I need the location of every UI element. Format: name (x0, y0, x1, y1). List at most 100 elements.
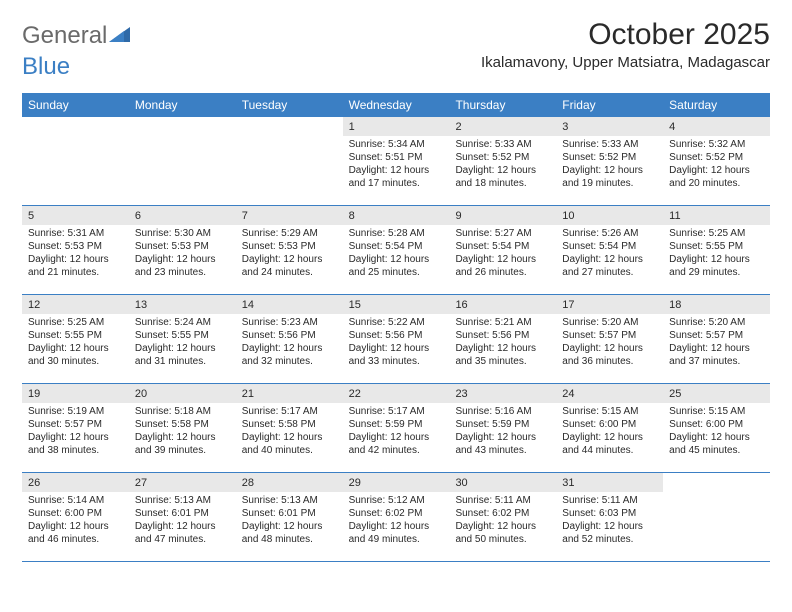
weekday-header: Thursday (449, 93, 556, 117)
daylight-text: Daylight: 12 hours and 26 minutes. (455, 253, 550, 279)
sunset-text: Sunset: 6:00 PM (669, 418, 764, 431)
day-cell: 25Sunrise: 5:15 AMSunset: 6:00 PMDayligh… (663, 384, 770, 472)
day-number: 20 (129, 384, 236, 403)
day-number: 12 (22, 295, 129, 314)
sunset-text: Sunset: 5:53 PM (28, 240, 123, 253)
weekday-header-row: SundayMondayTuesdayWednesdayThursdayFrid… (22, 93, 770, 117)
sunrise-text: Sunrise: 5:15 AM (562, 405, 657, 418)
weekday-header: Friday (556, 93, 663, 117)
day-number: 30 (449, 473, 556, 492)
sunrise-text: Sunrise: 5:15 AM (669, 405, 764, 418)
sunrise-text: Sunrise: 5:20 AM (669, 316, 764, 329)
day-number: 2 (449, 117, 556, 136)
day-cell: 10Sunrise: 5:26 AMSunset: 5:54 PMDayligh… (556, 206, 663, 294)
day-cell: 4Sunrise: 5:32 AMSunset: 5:52 PMDaylight… (663, 117, 770, 205)
logo-triangle-icon (109, 22, 131, 50)
day-number: 25 (663, 384, 770, 403)
week-row: 5Sunrise: 5:31 AMSunset: 5:53 PMDaylight… (22, 206, 770, 295)
day-cell: 14Sunrise: 5:23 AMSunset: 5:56 PMDayligh… (236, 295, 343, 383)
day-number: 21 (236, 384, 343, 403)
sunset-text: Sunset: 5:52 PM (455, 151, 550, 164)
day-body: Sunrise: 5:31 AMSunset: 5:53 PMDaylight:… (22, 225, 129, 283)
day-cell: 26Sunrise: 5:14 AMSunset: 6:00 PMDayligh… (22, 473, 129, 561)
daylight-text: Daylight: 12 hours and 35 minutes. (455, 342, 550, 368)
sunset-text: Sunset: 5:52 PM (562, 151, 657, 164)
daylight-text: Daylight: 12 hours and 42 minutes. (349, 431, 444, 457)
day-number: 14 (236, 295, 343, 314)
day-cell: 6Sunrise: 5:30 AMSunset: 5:53 PMDaylight… (129, 206, 236, 294)
calendar-page: General October 2025 Ikalamavony, Upper … (0, 0, 792, 562)
sunrise-text: Sunrise: 5:14 AM (28, 494, 123, 507)
sunrise-text: Sunrise: 5:25 AM (28, 316, 123, 329)
logo-text-general: General (22, 22, 107, 50)
day-body: Sunrise: 5:20 AMSunset: 5:57 PMDaylight:… (556, 314, 663, 372)
sunrise-text: Sunrise: 5:24 AM (135, 316, 230, 329)
day-number: 15 (343, 295, 450, 314)
day-body: Sunrise: 5:11 AMSunset: 6:02 PMDaylight:… (449, 492, 556, 550)
day-number: 3 (556, 117, 663, 136)
daylight-text: Daylight: 12 hours and 44 minutes. (562, 431, 657, 457)
day-number: 26 (22, 473, 129, 492)
day-cell: 30Sunrise: 5:11 AMSunset: 6:02 PMDayligh… (449, 473, 556, 561)
day-number: 11 (663, 206, 770, 225)
day-cell: 7Sunrise: 5:29 AMSunset: 5:53 PMDaylight… (236, 206, 343, 294)
day-number: 24 (556, 384, 663, 403)
daylight-text: Daylight: 12 hours and 21 minutes. (28, 253, 123, 279)
day-number: 6 (129, 206, 236, 225)
day-cell: 24Sunrise: 5:15 AMSunset: 6:00 PMDayligh… (556, 384, 663, 472)
day-body: Sunrise: 5:18 AMSunset: 5:58 PMDaylight:… (129, 403, 236, 461)
day-number: 31 (556, 473, 663, 492)
day-body: Sunrise: 5:32 AMSunset: 5:52 PMDaylight:… (663, 136, 770, 194)
day-number: 29 (343, 473, 450, 492)
sunrise-text: Sunrise: 5:11 AM (455, 494, 550, 507)
sunrise-text: Sunrise: 5:16 AM (455, 405, 550, 418)
title-block: October 2025 Ikalamavony, Upper Matsiatr… (481, 18, 770, 71)
day-body: Sunrise: 5:12 AMSunset: 6:02 PMDaylight:… (343, 492, 450, 550)
sunset-text: Sunset: 5:59 PM (349, 418, 444, 431)
day-number: 27 (129, 473, 236, 492)
sunset-text: Sunset: 5:58 PM (242, 418, 337, 431)
sunset-text: Sunset: 5:56 PM (455, 329, 550, 342)
day-cell: 31Sunrise: 5:11 AMSunset: 6:03 PMDayligh… (556, 473, 663, 561)
day-cell: 11Sunrise: 5:25 AMSunset: 5:55 PMDayligh… (663, 206, 770, 294)
day-cell: 17Sunrise: 5:20 AMSunset: 5:57 PMDayligh… (556, 295, 663, 383)
sunset-text: Sunset: 5:59 PM (455, 418, 550, 431)
sunrise-text: Sunrise: 5:34 AM (349, 138, 444, 151)
daylight-text: Daylight: 12 hours and 19 minutes. (562, 164, 657, 190)
day-number: 8 (343, 206, 450, 225)
sunrise-text: Sunrise: 5:27 AM (455, 227, 550, 240)
daylight-text: Daylight: 12 hours and 23 minutes. (135, 253, 230, 279)
sunset-text: Sunset: 5:57 PM (562, 329, 657, 342)
sunrise-text: Sunrise: 5:25 AM (669, 227, 764, 240)
daylight-text: Daylight: 12 hours and 37 minutes. (669, 342, 764, 368)
daylight-text: Daylight: 12 hours and 18 minutes. (455, 164, 550, 190)
day-body: Sunrise: 5:33 AMSunset: 5:52 PMDaylight:… (449, 136, 556, 194)
day-body: Sunrise: 5:13 AMSunset: 6:01 PMDaylight:… (129, 492, 236, 550)
day-number: 23 (449, 384, 556, 403)
day-cell: 8Sunrise: 5:28 AMSunset: 5:54 PMDaylight… (343, 206, 450, 294)
day-number (236, 117, 343, 136)
daylight-text: Daylight: 12 hours and 27 minutes. (562, 253, 657, 279)
sunset-text: Sunset: 6:03 PM (562, 507, 657, 520)
day-body: Sunrise: 5:28 AMSunset: 5:54 PMDaylight:… (343, 225, 450, 283)
page-subtitle: Ikalamavony, Upper Matsiatra, Madagascar (481, 54, 770, 71)
daylight-text: Daylight: 12 hours and 50 minutes. (455, 520, 550, 546)
day-cell: 27Sunrise: 5:13 AMSunset: 6:01 PMDayligh… (129, 473, 236, 561)
weekday-header: Sunday (22, 93, 129, 117)
daylight-text: Daylight: 12 hours and 47 minutes. (135, 520, 230, 546)
day-cell: 9Sunrise: 5:27 AMSunset: 5:54 PMDaylight… (449, 206, 556, 294)
day-cell: 5Sunrise: 5:31 AMSunset: 5:53 PMDaylight… (22, 206, 129, 294)
day-number: 4 (663, 117, 770, 136)
weekday-header: Tuesday (236, 93, 343, 117)
day-body: Sunrise: 5:30 AMSunset: 5:53 PMDaylight:… (129, 225, 236, 283)
day-body: Sunrise: 5:15 AMSunset: 6:00 PMDaylight:… (663, 403, 770, 461)
week-row: 1Sunrise: 5:34 AMSunset: 5:51 PMDaylight… (22, 117, 770, 206)
day-cell (22, 117, 129, 205)
day-number (663, 473, 770, 492)
sunrise-text: Sunrise: 5:17 AM (349, 405, 444, 418)
day-cell: 2Sunrise: 5:33 AMSunset: 5:52 PMDaylight… (449, 117, 556, 205)
day-body: Sunrise: 5:24 AMSunset: 5:55 PMDaylight:… (129, 314, 236, 372)
sunrise-text: Sunrise: 5:30 AM (135, 227, 230, 240)
day-cell: 18Sunrise: 5:20 AMSunset: 5:57 PMDayligh… (663, 295, 770, 383)
daylight-text: Daylight: 12 hours and 29 minutes. (669, 253, 764, 279)
